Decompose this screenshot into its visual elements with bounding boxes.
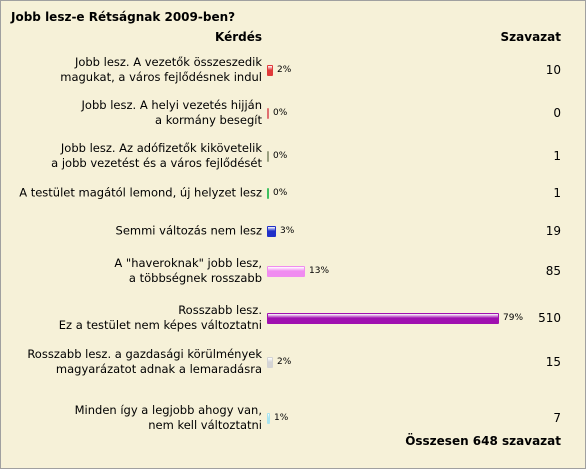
option-vote-count: 15 [545, 355, 561, 369]
poll-option-row: Jobb lesz. Az adófizetők kikövetelik a jo… [1, 136, 585, 176]
poll-title: Jobb lesz-e Rétságnak 2009-ben? [11, 10, 236, 24]
option-label-line1: Rosszabb lesz. [178, 303, 262, 317]
poll-option-row: Jobb lesz. A vezetők összeszedik magukat,… [1, 50, 585, 90]
option-label-line1: Rosszabb lesz. a gazdasági körülmények [27, 347, 262, 361]
option-vote-count: 0 [553, 106, 561, 120]
option-label: Jobb lesz. A helyi vezetés hijján a kormá… [82, 98, 262, 128]
option-label: Minden így a legjobb ahogy van, nem kell … [75, 403, 262, 433]
option-bar [267, 187, 269, 199]
option-bar [267, 312, 499, 324]
option-label-line1: A testület magától lemond, új helyzet le… [19, 185, 262, 200]
option-bar-area: 0% [267, 106, 287, 120]
option-label-line1: Jobb lesz. A helyi vezetés hijján [81, 98, 262, 112]
option-label: Jobb lesz. A vezetők összeszedik magukat,… [60, 55, 262, 85]
option-percent: 0% [273, 188, 288, 198]
option-vote-count: 7 [553, 411, 561, 425]
poll-option-row: Rosszabb lesz. a gazdasági körülmények ma… [1, 342, 585, 382]
option-label-line2: magukat, a város fejlődésnek indul [60, 70, 262, 84]
option-label-line1: Jobb lesz. Az adófizetők kikövetelik [60, 141, 262, 155]
poll-option-row: A "haveroknak" jobb lesz, a többségnek ro… [1, 251, 585, 291]
option-bar-area: 2% [267, 63, 291, 77]
option-bar [267, 107, 269, 119]
poll-option-row: Minden így a legjobb ahogy van, nem kell … [1, 398, 585, 438]
option-label: Jobb lesz. Az adófizetők kikövetelik a jo… [51, 141, 262, 171]
option-bar-area: 0% [267, 149, 287, 163]
poll-option-row: Semmi változás nem lesz 3% 19 [1, 211, 585, 251]
option-label-line2: a kormány besegít [155, 113, 262, 127]
option-label: Rosszabb lesz. a gazdasági körülmények ma… [27, 347, 262, 377]
option-vote-count: 1 [553, 186, 561, 200]
option-label: A testület magától lemond, új helyzet le… [19, 186, 262, 201]
option-percent: 1% [274, 413, 289, 423]
option-vote-count: 1 [553, 149, 561, 163]
option-percent: 2% [277, 65, 292, 75]
total-votes: Összesen 648 szavazat [405, 434, 561, 448]
option-bar [267, 150, 269, 162]
option-percent: 13% [309, 266, 330, 276]
option-percent: 2% [277, 357, 292, 367]
option-label-line2: nem kell változtatni [148, 418, 262, 432]
option-label-line1: Jobb lesz. A vezetők összeszedik [74, 55, 262, 69]
poll-option-row: A testület magától lemond, új helyzet le… [1, 173, 585, 213]
option-label-line2: a többségnek rosszabb [128, 271, 262, 285]
option-label-line1: A "haveroknak" jobb lesz, [114, 256, 262, 270]
option-label: A "haveroknak" jobb lesz, a többségnek ro… [114, 256, 262, 286]
option-percent: 79% [503, 313, 524, 323]
option-bar [267, 356, 273, 368]
option-vote-count: 19 [545, 224, 561, 238]
option-vote-count: 10 [545, 63, 561, 77]
option-label-line2: magyarázatot adnak a lemaradásra [55, 362, 262, 376]
option-vote-count: 85 [545, 264, 561, 278]
votes-column-header: Szavazat [500, 30, 561, 44]
option-bar-area: 13% [267, 264, 329, 278]
option-bar [267, 64, 273, 76]
option-bar-area: 0% [267, 186, 287, 200]
option-bar-area: 3% [267, 224, 294, 238]
option-percent: 3% [280, 226, 295, 236]
question-column-header: Kérdés [214, 30, 262, 44]
option-label: Semmi változás nem lesz [116, 224, 262, 239]
option-label-line2: a jobb vezetést és a város fejlődését [51, 156, 262, 170]
option-label: Rosszabb lesz. Ez a testület nem képes vá… [59, 303, 262, 333]
option-bar [267, 225, 276, 237]
poll-option-row: Jobb lesz. A helyi vezetés hijján a kormá… [1, 93, 585, 133]
option-percent: 0% [273, 108, 288, 118]
option-bar-area: 79% [267, 311, 523, 325]
option-percent: 0% [273, 151, 288, 161]
poll-option-row: Rosszabb lesz. Ez a testület nem képes vá… [1, 298, 585, 338]
option-bar-area: 2% [267, 355, 291, 369]
option-label-line1: Minden így a legjobb ahogy van, [74, 403, 262, 417]
option-bar [267, 412, 270, 424]
option-label-line2: Ez a testület nem képes változtatni [58, 318, 262, 332]
option-bar [267, 265, 305, 277]
option-label-line1: Semmi változás nem lesz [115, 223, 262, 238]
option-vote-count: 510 [538, 311, 561, 325]
option-bar-area: 1% [267, 411, 288, 425]
